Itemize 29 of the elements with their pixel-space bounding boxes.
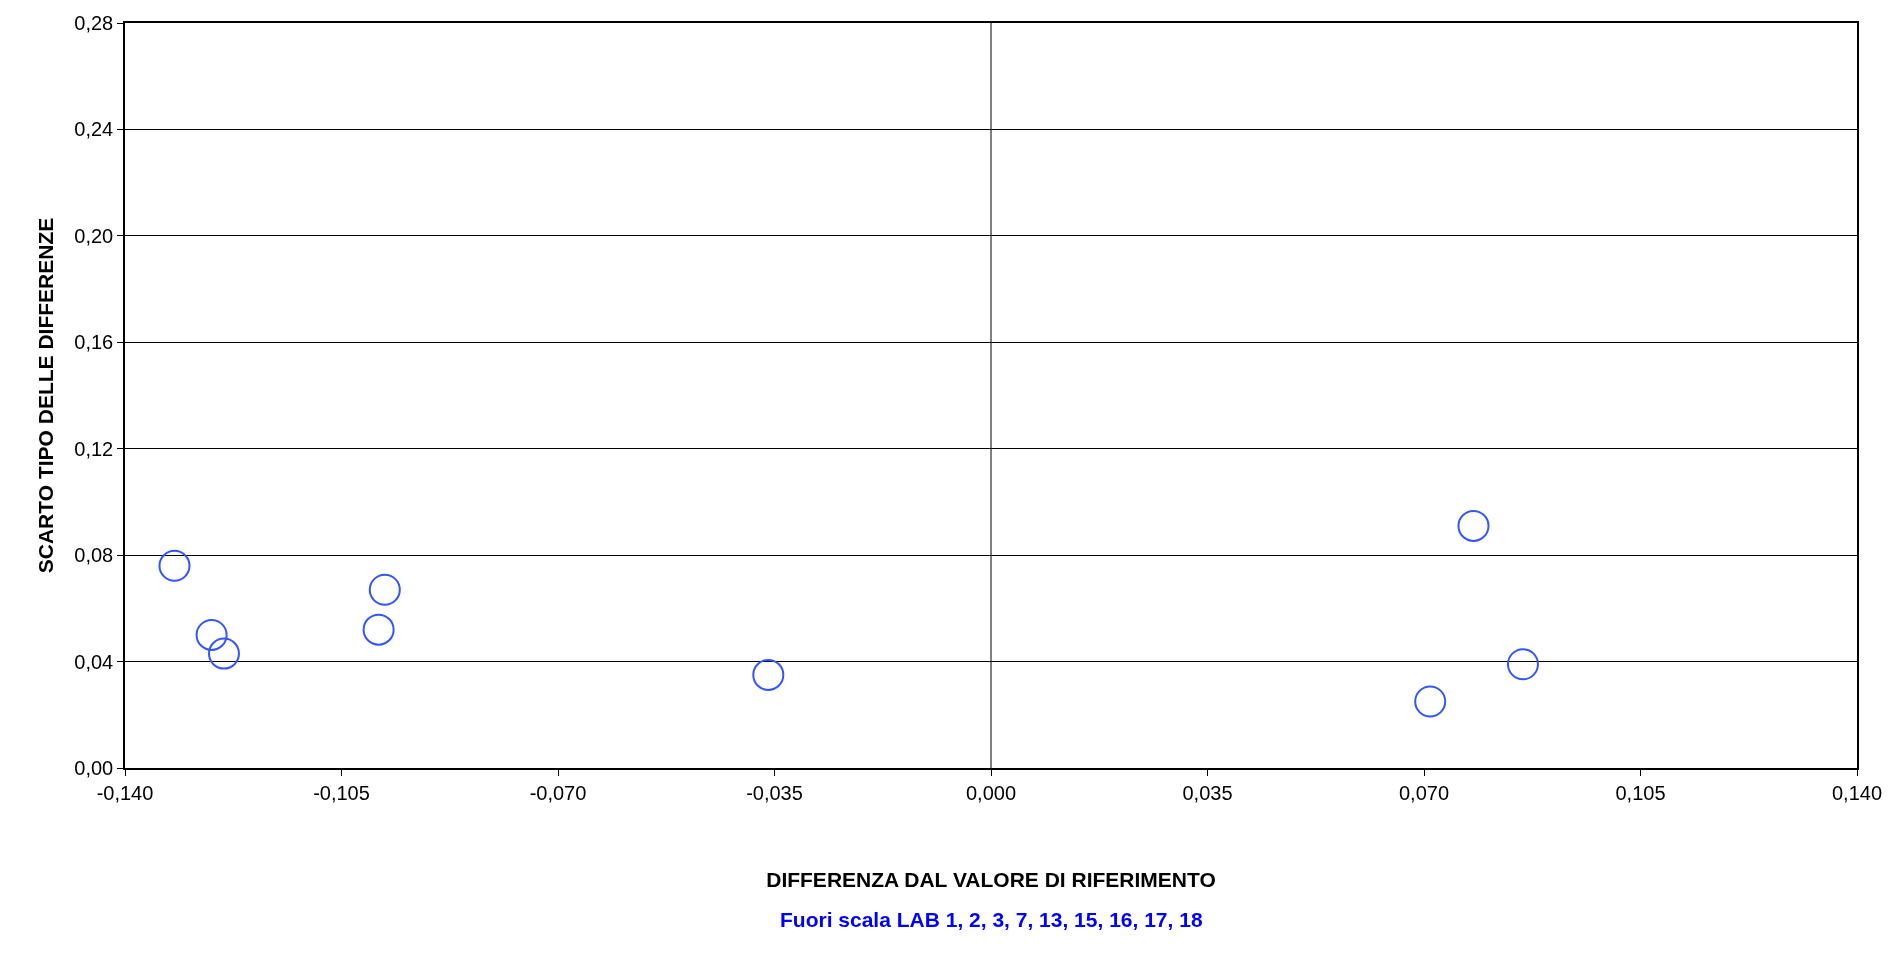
x-tick-label: -0,140 — [96, 781, 154, 804]
y-tick-label: 0,00 — [74, 757, 114, 779]
point — [1506, 648, 1539, 681]
x-tick-label: 0,070 — [1398, 781, 1450, 804]
text: Fuori scala LAB 1, 2, 3, 7, 13, 15, 16, 17, 18 — [780, 908, 1203, 931]
point — [1414, 685, 1447, 718]
point — [158, 549, 191, 582]
x-tick-label: 0,035 — [1182, 781, 1233, 804]
x-tick-label: -0,035 — [746, 781, 803, 804]
y-tick-label: 0,24 — [74, 118, 114, 141]
y-tick-label: 0,04 — [74, 650, 114, 673]
y-tick-label: 0,16 — [74, 331, 114, 354]
x-axis-title: DIFFERENZA DAL VALORE DI RIFERIMENTO — [766, 868, 1216, 892]
point — [1457, 509, 1490, 542]
point — [207, 637, 240, 670]
x-tick-label: 0,105 — [1615, 781, 1666, 804]
x-tick-label: 0,000 — [965, 781, 1017, 804]
point — [362, 613, 395, 646]
point — [195, 618, 228, 651]
x-tick-label: -0,070 — [529, 781, 587, 804]
y-tick-label: 0,20 — [74, 224, 114, 247]
point — [752, 658, 785, 691]
y-tick-label: 0,12 — [74, 437, 114, 460]
point — [368, 573, 401, 606]
x-tick-label: -0,105 — [313, 781, 370, 804]
y-tick-label: 0,28 — [74, 12, 114, 34]
x-tick-label: 0,140 — [1831, 781, 1883, 804]
y-axis-title: SCARTO TIPO DELLE DIFFERENZE — [33, 217, 57, 574]
y-tick-label: 0,08 — [74, 544, 114, 567]
